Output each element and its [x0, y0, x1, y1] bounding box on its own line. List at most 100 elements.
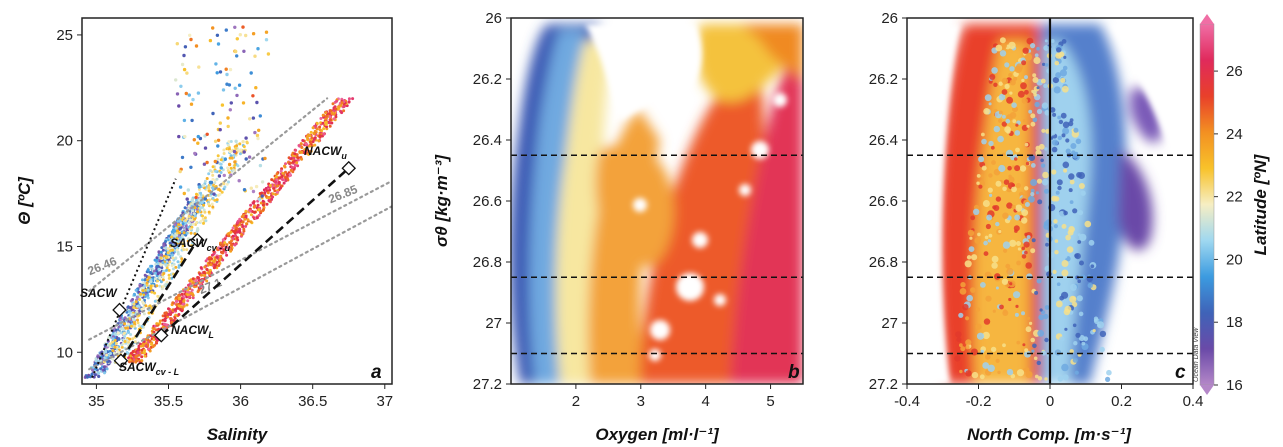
speckle — [1043, 45, 1050, 51]
speckle — [1063, 168, 1068, 173]
ts-point — [187, 93, 191, 97]
ts-point — [315, 127, 319, 131]
speckle — [1068, 173, 1075, 180]
speckle — [964, 260, 972, 268]
ts-point — [226, 116, 230, 120]
ts-point — [176, 229, 179, 233]
ts-point — [285, 172, 289, 176]
ts-point — [282, 181, 286, 185]
speckle — [979, 374, 985, 380]
colorbar-tick-label: 18 — [1226, 314, 1243, 331]
ts-point — [120, 343, 124, 347]
ts-point — [160, 246, 164, 250]
panel-c-field — [907, 24, 1193, 384]
ts-point — [238, 33, 242, 37]
ts-point — [175, 92, 180, 96]
speckle — [995, 358, 1000, 363]
ts-point — [237, 179, 241, 183]
ts-point — [160, 287, 164, 291]
ts-point — [257, 208, 261, 212]
colorbar-label: Latitude [ºN] — [1251, 153, 1270, 255]
speckle — [1041, 163, 1046, 168]
speckle — [1022, 47, 1029, 54]
panel-b-blobs — [511, 24, 803, 384]
ts-point — [276, 184, 279, 188]
speckle — [1030, 43, 1036, 49]
ts-point — [296, 158, 300, 162]
ts-point — [127, 331, 131, 334]
ts-point — [233, 86, 237, 91]
ts-point — [215, 33, 220, 37]
ts-point — [194, 44, 199, 48]
speckle — [1003, 248, 1008, 253]
speckle — [987, 187, 993, 193]
ts-point — [201, 183, 205, 188]
ts-point — [165, 266, 169, 270]
ts-point — [165, 255, 169, 259]
ts-point — [155, 322, 159, 326]
ts-point — [156, 272, 160, 276]
speckle — [1001, 278, 1009, 285]
ts-point — [196, 141, 200, 145]
speckle — [1030, 337, 1035, 343]
speckle — [995, 286, 999, 290]
speckle — [1021, 246, 1026, 251]
ts-point — [109, 352, 112, 355]
speckle — [1042, 62, 1046, 66]
ts-point — [94, 357, 98, 361]
speckle — [980, 282, 986, 288]
ts-point — [241, 220, 245, 224]
ts-point — [187, 221, 191, 224]
ts-point — [295, 153, 299, 157]
speckle — [1080, 190, 1086, 196]
ts-point — [267, 199, 271, 202]
ts-point — [177, 313, 181, 316]
speckle — [1059, 69, 1067, 77]
ts-point — [254, 86, 258, 90]
ts-point — [159, 256, 163, 260]
speckle — [1025, 262, 1032, 269]
ts-point — [264, 186, 268, 190]
speckle — [1001, 89, 1008, 95]
speckle — [1014, 157, 1018, 161]
ts-point — [213, 181, 217, 185]
ts-point — [148, 304, 152, 308]
ts-point — [204, 219, 208, 223]
ts-point — [257, 213, 261, 217]
ts-point — [300, 157, 304, 161]
speckle — [995, 44, 1003, 52]
speckle — [999, 37, 1006, 44]
ts-point — [224, 250, 228, 254]
speckle — [1034, 101, 1040, 108]
speckle — [1106, 369, 1112, 376]
ts-point — [290, 165, 294, 169]
ts-point — [173, 229, 177, 233]
speckle — [976, 181, 980, 185]
speckle — [971, 254, 978, 261]
ts-point — [196, 91, 201, 95]
ts-point — [235, 236, 239, 240]
ts-point — [186, 188, 190, 192]
ts-point — [210, 202, 214, 206]
speckle — [1041, 178, 1049, 186]
ts-point — [187, 214, 191, 218]
ts-point — [220, 103, 225, 107]
ts-point — [171, 301, 175, 305]
speckle — [997, 135, 1004, 143]
speckle — [1061, 223, 1067, 229]
ts-point — [260, 194, 264, 198]
ts-point — [158, 276, 162, 280]
speckle — [978, 184, 983, 189]
speckle — [985, 223, 992, 230]
speckle — [1033, 56, 1041, 65]
ts-point — [230, 156, 234, 160]
ts-point — [207, 198, 211, 202]
ts-point — [312, 132, 316, 136]
ts-point — [156, 279, 159, 283]
ts-point — [209, 263, 213, 267]
ts-point — [347, 100, 351, 104]
ts-point — [166, 247, 170, 251]
ts-point — [207, 172, 211, 176]
speckle — [1078, 183, 1085, 189]
speckle — [998, 93, 1006, 101]
